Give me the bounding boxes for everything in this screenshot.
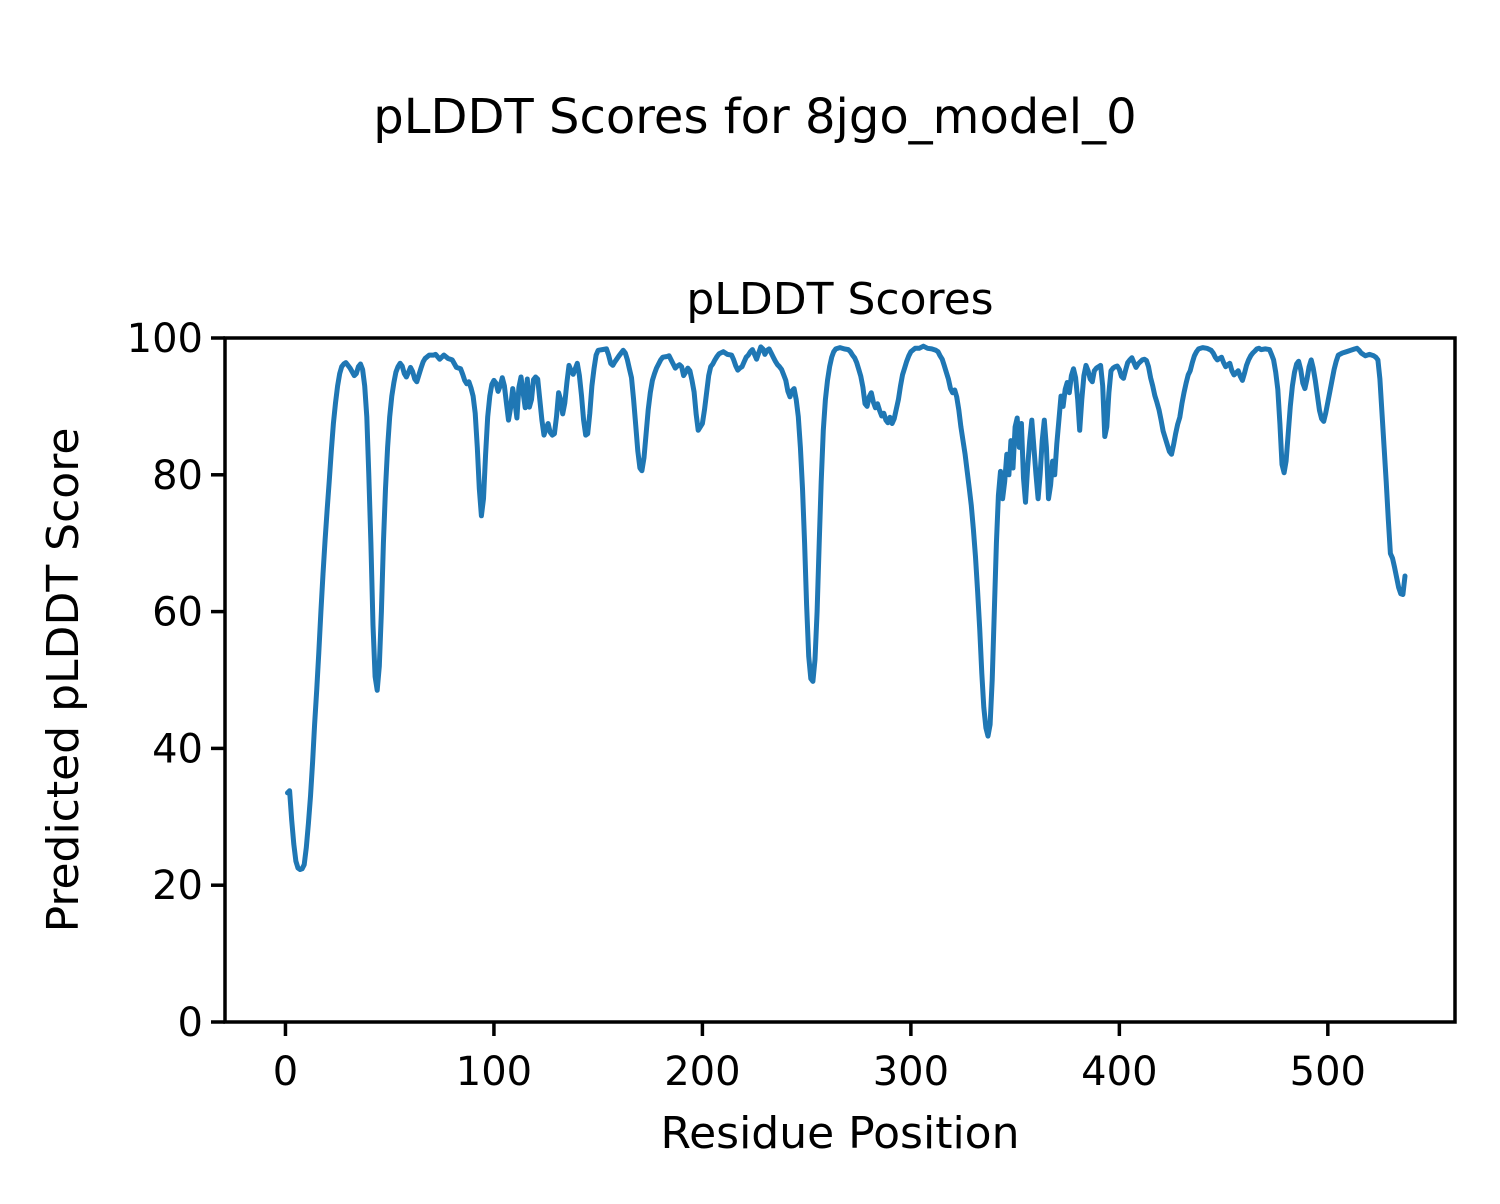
- y-tick-label: 0: [178, 1000, 203, 1046]
- x-tick-label: 500: [1290, 1049, 1366, 1095]
- y-tick-label: 20: [152, 863, 203, 909]
- axes-title: pLDDT Scores: [686, 274, 993, 325]
- y-tick-label: 80: [152, 453, 203, 499]
- plot-border: [223, 336, 1457, 1024]
- x-axis-label: Residue Position: [660, 1108, 1019, 1159]
- y-tick-label: 40: [152, 726, 203, 772]
- y-axis-label: Predicted pLDDT Score: [38, 428, 89, 933]
- x-axis-tick-labels: 0 100 200 300 400 500: [273, 1049, 1366, 1095]
- plddt-score-line: [285, 343, 1408, 872]
- x-tick-label: 400: [1081, 1049, 1157, 1095]
- figure-title: pLDDT Scores for 8jgo_model_0: [373, 89, 1136, 145]
- x-tick-label: 0: [273, 1049, 298, 1095]
- y-axis-ticks: [211, 336, 225, 1024]
- y-tick-label: 60: [152, 590, 203, 636]
- x-tick-label: 100: [456, 1049, 532, 1095]
- x-axis-ticks: [283, 1022, 1330, 1036]
- y-tick-label: 100: [127, 316, 203, 362]
- y-axis-tick-labels: 0 20 40 60 80 100: [127, 316, 203, 1046]
- x-tick-label: 200: [664, 1049, 740, 1095]
- x-tick-label: 300: [873, 1049, 949, 1095]
